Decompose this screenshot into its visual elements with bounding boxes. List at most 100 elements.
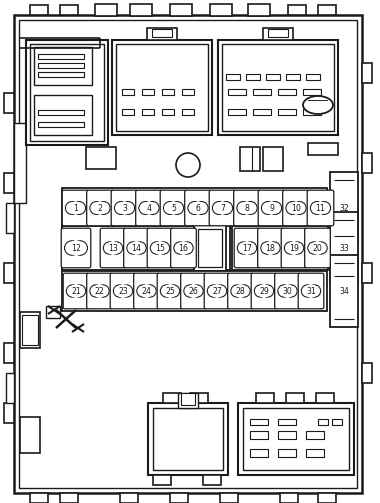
Bar: [122, 109, 134, 115]
FancyBboxPatch shape: [87, 273, 112, 309]
Bar: [112, 40, 212, 135]
Circle shape: [315, 242, 327, 254]
Bar: [278, 89, 296, 95]
Circle shape: [146, 202, 159, 214]
Bar: [362, 63, 372, 83]
Text: 20: 20: [313, 243, 322, 253]
Bar: [253, 89, 271, 95]
Bar: [238, 403, 354, 475]
Circle shape: [318, 202, 331, 214]
Circle shape: [150, 242, 163, 254]
Text: 21: 21: [71, 287, 81, 295]
Circle shape: [285, 285, 297, 297]
Bar: [278, 431, 296, 439]
Bar: [306, 449, 324, 457]
Bar: [120, 493, 138, 503]
Bar: [214, 285, 220, 297]
Text: 13: 13: [108, 243, 118, 253]
Circle shape: [238, 242, 250, 254]
FancyBboxPatch shape: [209, 190, 236, 226]
Bar: [280, 493, 298, 503]
FancyBboxPatch shape: [275, 273, 300, 309]
Bar: [60, 5, 78, 15]
Text: 15: 15: [155, 243, 165, 253]
Bar: [130, 4, 152, 16]
Bar: [4, 403, 14, 423]
Circle shape: [65, 241, 79, 256]
Circle shape: [174, 242, 186, 254]
Text: 9: 9: [269, 204, 274, 212]
Bar: [308, 101, 328, 109]
Circle shape: [127, 242, 139, 254]
Bar: [314, 242, 321, 254]
Text: 33: 33: [339, 243, 349, 253]
Bar: [286, 393, 304, 403]
Bar: [119, 285, 127, 297]
FancyBboxPatch shape: [63, 273, 89, 309]
Text: 22: 22: [95, 287, 105, 295]
Bar: [38, 72, 84, 77]
Bar: [248, 4, 270, 16]
Text: 6: 6: [196, 204, 200, 212]
Bar: [62, 188, 327, 228]
Bar: [6, 203, 14, 233]
Bar: [162, 89, 174, 95]
Bar: [330, 212, 358, 284]
Bar: [30, 44, 104, 141]
Circle shape: [103, 242, 116, 254]
Bar: [178, 393, 198, 408]
Bar: [170, 202, 177, 214]
Bar: [219, 202, 226, 214]
Bar: [6, 373, 14, 403]
FancyBboxPatch shape: [62, 190, 89, 226]
Bar: [332, 419, 342, 425]
FancyBboxPatch shape: [258, 228, 283, 268]
Circle shape: [308, 285, 321, 297]
FancyBboxPatch shape: [234, 190, 260, 226]
Text: 11: 11: [315, 204, 326, 212]
Bar: [73, 285, 79, 297]
FancyBboxPatch shape: [124, 228, 149, 268]
Bar: [240, 147, 260, 171]
Text: 26: 26: [188, 287, 198, 295]
Bar: [38, 122, 84, 127]
Bar: [317, 202, 324, 214]
Bar: [142, 89, 154, 95]
FancyBboxPatch shape: [305, 228, 330, 268]
Circle shape: [301, 285, 314, 297]
Bar: [303, 109, 321, 115]
Bar: [318, 493, 336, 503]
Bar: [306, 431, 324, 439]
Bar: [250, 431, 268, 439]
Circle shape: [261, 202, 274, 214]
FancyBboxPatch shape: [204, 273, 230, 309]
Bar: [116, 44, 208, 131]
Bar: [20, 417, 40, 453]
Bar: [157, 242, 163, 254]
Bar: [152, 29, 172, 37]
Bar: [4, 263, 14, 283]
Bar: [30, 493, 48, 503]
Text: 32: 32: [339, 204, 349, 212]
Circle shape: [244, 202, 257, 214]
Bar: [266, 74, 280, 80]
Text: 24: 24: [142, 287, 152, 295]
Bar: [30, 5, 48, 15]
Bar: [198, 229, 222, 267]
Bar: [34, 95, 92, 135]
Circle shape: [73, 285, 86, 297]
Text: 5: 5: [171, 204, 176, 212]
Text: 25: 25: [165, 287, 175, 295]
Bar: [143, 285, 150, 297]
Bar: [14, 123, 26, 203]
Bar: [246, 74, 260, 80]
Bar: [4, 173, 14, 193]
FancyBboxPatch shape: [157, 273, 183, 309]
FancyBboxPatch shape: [87, 190, 113, 226]
Circle shape: [254, 285, 267, 297]
Bar: [147, 28, 177, 40]
Bar: [170, 4, 192, 16]
Bar: [60, 493, 78, 503]
Bar: [303, 89, 321, 95]
Text: 31: 31: [306, 287, 316, 295]
